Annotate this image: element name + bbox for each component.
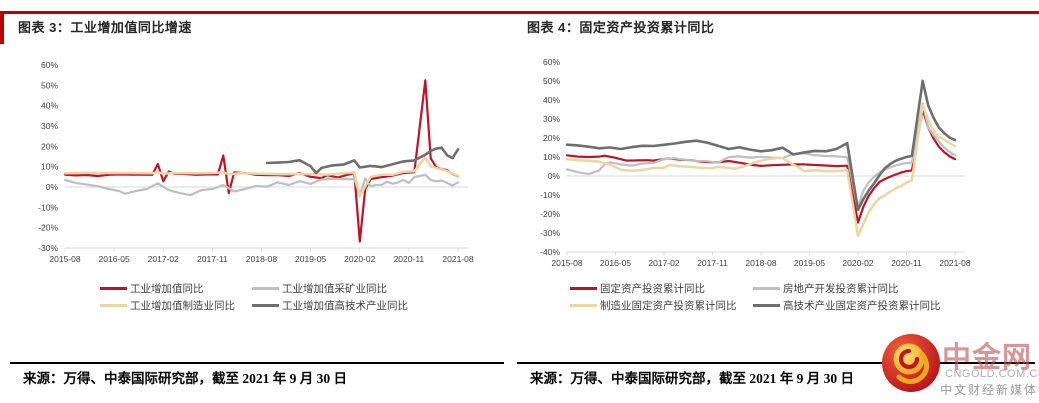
logo-tagline-text: 中文财经新媒体 <box>940 383 1039 397</box>
x-axis-tick-label: 2018-08 <box>745 258 776 268</box>
legend-item: 工业增加值同比 <box>100 281 252 295</box>
legend-label: 工业增加值制造业同比 <box>130 299 235 312</box>
y-axis-tick-label: 20% <box>543 133 560 143</box>
logo-brand-text: 中金网 <box>942 342 1033 374</box>
chart3-legend: 工业增加值同比 工业增加值采矿业同比工业增加值制造业同比 工业增加值高技术产业同比 <box>100 281 482 312</box>
series-line <box>565 103 957 238</box>
y-axis-tick-label: -10% <box>540 190 560 200</box>
y-axis-tick-label: 30% <box>543 114 560 124</box>
series-line <box>63 79 460 243</box>
x-axis-tick-label: 2017-11 <box>197 254 228 264</box>
chart3-plot: 60% 50% 40% 30% 20% 10% 0% -10% -20% -30%2015-08 2… <box>38 60 474 264</box>
y-axis-tick-label: 50% <box>543 76 560 86</box>
series-line <box>63 156 460 198</box>
legend-label: 固定资产投资累计同比 <box>600 282 705 295</box>
x-axis-tick-label: 2020-11 <box>891 258 922 268</box>
x-axis-tick-label: 2020-11 <box>394 254 425 264</box>
legend-item: 高技术产业固定资产投资累计同比 <box>753 298 1023 312</box>
legend-swatch-icon <box>753 303 780 307</box>
legend-swatch-icon <box>252 303 279 307</box>
legend-label: 工业增加值同比 <box>130 282 204 295</box>
chart4-plot: 60% 50% 40% 30% 20% 10% 0% -10% -20% -30% -40%2015… <box>540 57 971 268</box>
series-line <box>63 173 460 197</box>
legend-swatch-icon <box>753 286 780 290</box>
x-axis-tick-label: 2021-08 <box>939 258 970 268</box>
legend-label: 房地产开发投资累计同比 <box>783 282 899 295</box>
y-axis-tick-label: -30% <box>540 228 560 238</box>
top-red-rule <box>0 11 1039 14</box>
chart3-title: 图表 3：工业增加值同比增速 <box>18 20 192 35</box>
x-axis-tick-label: 2015-08 <box>551 258 582 268</box>
series-line <box>565 79 957 212</box>
y-axis-tick-label: 20% <box>41 141 58 151</box>
y-axis-tick-label: 10% <box>41 162 58 172</box>
y-axis-tick-label: 60% <box>41 60 58 70</box>
legend-item: 房地产开发投资累计同比 <box>753 281 1023 295</box>
series-line <box>565 102 957 209</box>
legend-swatch-icon <box>570 286 597 290</box>
x-axis-tick-label: 2015-08 <box>49 254 80 264</box>
chart4-legend: 固定资产投资累计同比 房地产开发投资累计同比制造业固定资产投资累计同比 高技术产业固… <box>570 281 1023 312</box>
source-note-right: 来源：万得、中泰国际研究部，截至 2021 年 9 月 30 日 <box>530 371 854 386</box>
legend-item: 工业增加值制造业同比 <box>100 298 252 312</box>
y-axis-tick-label: 0% <box>46 182 59 192</box>
legend-label: 工业增加值高技术产业同比 <box>282 299 408 312</box>
x-axis-tick-label: 2019-05 <box>295 254 326 264</box>
y-axis-tick-label: 50% <box>41 80 58 90</box>
x-axis-tick-label: 2020-02 <box>842 258 873 268</box>
y-axis-tick-label: -20% <box>38 223 58 233</box>
legend-swatch-icon <box>100 286 127 290</box>
x-axis-tick-label: 2019-05 <box>794 258 825 268</box>
x-axis-tick-label: 2021-08 <box>442 254 473 264</box>
legend-label: 工业增加值采矿业同比 <box>282 282 387 295</box>
source-note-left: 来源：万得、中泰国际研究部，截至 2021 年 9 月 30 日 <box>23 371 347 386</box>
x-axis-tick-label: 2017-02 <box>148 254 179 264</box>
x-axis-tick-label: 2020-02 <box>344 254 375 264</box>
legend-label: 制造业固定资产投资累计同比 <box>600 299 737 312</box>
y-axis-tick-label: -10% <box>38 202 58 212</box>
y-axis-tick-label: 40% <box>543 95 560 105</box>
legend-item: 工业增加值高技术产业同比 <box>252 298 482 312</box>
y-axis-tick-label: -30% <box>38 243 58 253</box>
footer-rule-left <box>10 362 504 364</box>
left-red-accent-bar <box>0 11 4 44</box>
x-axis-tick-label: 2016-05 <box>99 254 130 264</box>
footer-rule-right <box>517 362 1035 364</box>
legend-item: 工业增加值采矿业同比 <box>252 281 482 295</box>
series-line <box>265 146 460 175</box>
y-axis-tick-label: 60% <box>543 57 560 67</box>
cngold-logo: 中金网 CNGOLD.COM.CN 中文财经新媒体 <box>872 330 1039 403</box>
logo-domain-text: CNGOLD.COM.CN <box>945 368 1039 380</box>
y-axis-tick-label: -40% <box>540 247 560 257</box>
x-axis-tick-label: 2017-11 <box>697 258 728 268</box>
x-axis-tick-label: 2016-05 <box>600 258 631 268</box>
legend-swatch-icon <box>570 303 597 307</box>
y-axis-tick-label: 30% <box>41 121 58 131</box>
y-axis-tick-label: 40% <box>41 101 58 111</box>
legend-item: 制造业固定资产投资累计同比 <box>570 298 753 312</box>
legend-swatch-icon <box>252 286 279 290</box>
x-axis-tick-label: 2017-02 <box>648 258 679 268</box>
legend-label: 高技术产业固定资产投资累计同比 <box>783 299 941 312</box>
y-axis-tick-label: 10% <box>543 152 560 162</box>
chart4-title: 图表 4：固定资产投资累计同比 <box>527 20 715 35</box>
legend-swatch-icon <box>100 303 127 307</box>
legend-item: 固定资产投资累计同比 <box>570 281 753 295</box>
cngold-logo-icon <box>882 334 940 392</box>
x-axis-tick-label: 2018-08 <box>246 254 277 264</box>
y-axis-tick-label: 0% <box>548 171 561 181</box>
y-axis-tick-label: -20% <box>540 209 560 219</box>
